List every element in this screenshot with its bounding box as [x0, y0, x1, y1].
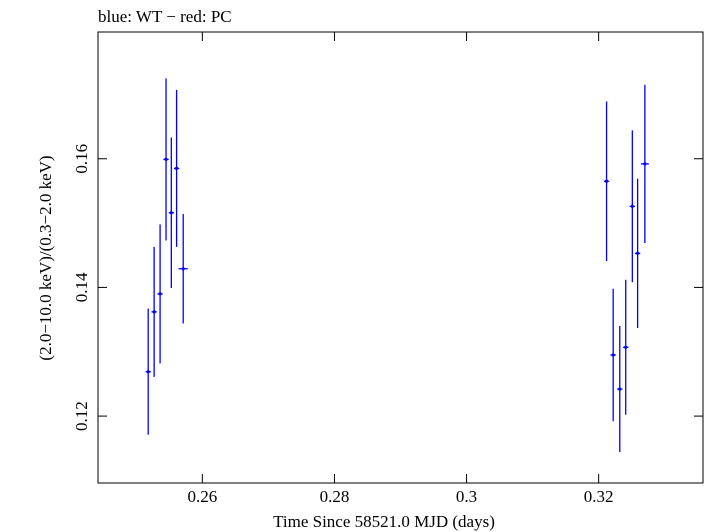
point-marker [636, 251, 640, 255]
x-tick-label: 0.3 [456, 487, 477, 506]
data-point [168, 137, 174, 289]
data-point [634, 178, 641, 328]
data-point [617, 326, 623, 453]
point-marker [169, 211, 173, 215]
y-axis: 0.12 0.14 0.16 [72, 144, 703, 431]
point-marker [152, 310, 156, 314]
data-point [145, 308, 151, 435]
point-marker [174, 166, 179, 170]
plot-frame [97, 31, 704, 484]
plot-area-border [97, 31, 704, 484]
data-point [629, 130, 635, 283]
data-point [163, 78, 169, 241]
data-point [640, 84, 649, 244]
data-points [145, 78, 649, 453]
x-axis-label: Time Since 58521.0 MJD (days) [273, 512, 495, 531]
data-point [603, 101, 610, 262]
x-tick-label: 0.32 [584, 487, 614, 506]
point-marker [630, 204, 634, 208]
point-marker [604, 179, 609, 183]
y-axis-label: (2.0−10.0 keV)/(0.3−2.0 keV) [36, 155, 55, 360]
data-point [151, 246, 157, 377]
point-marker [158, 292, 162, 296]
y-tick-label: 0.12 [72, 401, 91, 431]
x-tick-label: 0.26 [187, 487, 217, 506]
data-point [610, 288, 616, 422]
y-tick-label: 0.16 [72, 144, 91, 174]
chart-title: blue: WT − red: PC [98, 7, 232, 26]
point-marker [624, 345, 628, 349]
data-point [623, 279, 629, 415]
data-point [157, 224, 163, 364]
point-marker [618, 387, 622, 391]
x-tick-label: 0.28 [320, 487, 350, 506]
data-point [178, 214, 188, 324]
point-marker [146, 370, 150, 374]
point-marker [611, 353, 615, 357]
data-point [173, 89, 180, 247]
y-tick-label: 0.14 [72, 272, 91, 302]
point-marker [164, 157, 168, 161]
x-axis: 0.26 0.28 0.3 0.32 [187, 32, 614, 506]
point-marker [643, 162, 647, 166]
point-marker [181, 267, 185, 271]
